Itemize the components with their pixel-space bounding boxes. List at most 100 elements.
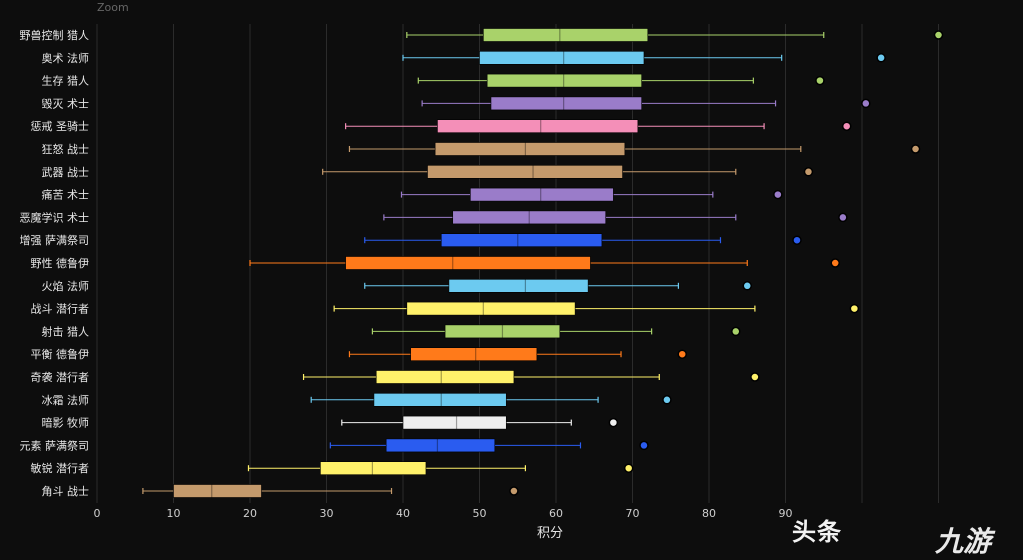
- y-category-label: 狂怒 战士: [42, 142, 90, 156]
- y-category-label: 冰霜 法师: [42, 393, 90, 407]
- y-category-label: 野性 德鲁伊: [31, 256, 90, 270]
- y-category-label: 生存 猎人: [42, 74, 90, 88]
- watermark-toutiao: 头条: [792, 518, 842, 546]
- x-tick-label: 0: [94, 507, 101, 520]
- x-axis-ticks: 0 10 20 30 40 50 60 70 80 90: [94, 507, 793, 520]
- box-iqr: [440, 233, 603, 247]
- box-row: [421, 96, 871, 111]
- outlier-point: [509, 486, 519, 496]
- x-axis-label: 积分: [537, 526, 563, 541]
- box-iqr: [486, 73, 642, 88]
- y-category-label: 武器 战士: [42, 166, 90, 179]
- x-tick-label: 40: [396, 507, 410, 520]
- x-tick-label: 80: [702, 507, 716, 520]
- outlier-point: [623, 463, 634, 473]
- box-iqr: [479, 50, 645, 65]
- x-tick-label: 60: [549, 507, 563, 520]
- box-row: [322, 165, 814, 179]
- box-row: [302, 370, 760, 384]
- y-category-label: 痛苦 术士: [42, 188, 90, 202]
- outlier-point: [639, 440, 649, 451]
- box-iqr: [483, 28, 649, 42]
- y-category-label: 战斗 潜行者: [31, 302, 90, 316]
- y-category-label: 元素 萨满祭司: [20, 439, 90, 452]
- box-row: [142, 484, 519, 498]
- box-iqr: [375, 370, 515, 384]
- box-row: [348, 347, 687, 362]
- y-category-label: 射击 猎人: [42, 324, 90, 338]
- y-category-label: 暗影 牧师: [42, 416, 90, 430]
- box-row: [348, 142, 921, 156]
- box-row: [310, 392, 672, 407]
- box-iqr: [410, 347, 538, 362]
- box-iqr: [385, 438, 496, 453]
- box-row: [341, 415, 619, 430]
- box-iqr: [434, 142, 626, 156]
- outlier-point: [677, 349, 687, 359]
- outlier-point: [861, 98, 871, 109]
- box-row: [345, 119, 852, 133]
- x-tick-label: 70: [626, 507, 640, 520]
- outlier-point: [792, 235, 802, 245]
- outlier-point: [933, 30, 944, 40]
- y-category-label: 恶魔学识 术士: [20, 210, 90, 224]
- y-category-label: 奥术 法师: [42, 51, 90, 65]
- box-iqr: [452, 210, 607, 225]
- box-iqr: [320, 461, 427, 476]
- watermark-jiuyou: 九游: [935, 525, 992, 558]
- outlier-point: [838, 212, 848, 223]
- box-row: [247, 461, 634, 476]
- y-category-label: 平衡 德鲁伊: [31, 347, 90, 361]
- outlier-point: [773, 189, 783, 200]
- y-category-label: 角斗 战士: [42, 485, 90, 498]
- outlier-point: [803, 167, 814, 177]
- outlier-point: [731, 326, 741, 337]
- box-row: [333, 301, 860, 316]
- box-iqr: [444, 324, 561, 339]
- box-iqr: [173, 484, 262, 498]
- y-category-label: 毁灭 术士: [42, 96, 90, 110]
- box-row: [383, 210, 848, 225]
- box-iqr: [373, 392, 507, 407]
- y-category-label: 敏锐 潜行者: [31, 461, 90, 475]
- y-category-label: 野兽控制 猎人: [20, 28, 90, 42]
- outlier-point: [742, 281, 752, 291]
- outlier-point: [608, 417, 619, 428]
- box-row: [249, 256, 840, 270]
- outlier-point: [910, 144, 921, 154]
- box-row: [371, 324, 741, 339]
- box-row: [364, 278, 752, 293]
- y-category-label: 惩戒 圣骑士: [31, 120, 90, 133]
- box-iqr: [402, 415, 507, 430]
- box-iqr: [490, 96, 642, 111]
- box-iqr: [437, 119, 639, 133]
- x-tick-label: 10: [167, 507, 181, 520]
- outlier-point: [841, 121, 852, 131]
- box-iqr: [470, 187, 614, 202]
- x-tick-label: 90: [779, 507, 793, 520]
- y-category-label: 火焰 法师: [42, 279, 90, 293]
- box-row: [402, 50, 886, 65]
- box-series: [142, 28, 944, 498]
- box-row: [400, 187, 783, 202]
- box-iqr: [345, 256, 591, 270]
- x-tick-label: 20: [243, 507, 257, 520]
- outlier-point: [876, 53, 886, 63]
- box-row: [406, 28, 944, 42]
- zoom-label[interactable]: Zoom: [97, 1, 129, 14]
- outlier-point: [849, 303, 860, 314]
- box-iqr: [427, 165, 623, 179]
- y-category-label: 奇袭 潜行者: [31, 370, 90, 384]
- box-iqr: [406, 301, 576, 316]
- box-row: [364, 233, 802, 247]
- outlier-point: [830, 258, 840, 268]
- y-category-label: 增强 萨满祭司: [20, 233, 90, 247]
- outlier-point: [750, 372, 760, 382]
- x-tick-label: 30: [320, 507, 334, 520]
- outlier-point: [815, 75, 825, 86]
- box-row: [329, 438, 649, 453]
- box-iqr: [448, 278, 589, 293]
- box-row: [417, 73, 825, 88]
